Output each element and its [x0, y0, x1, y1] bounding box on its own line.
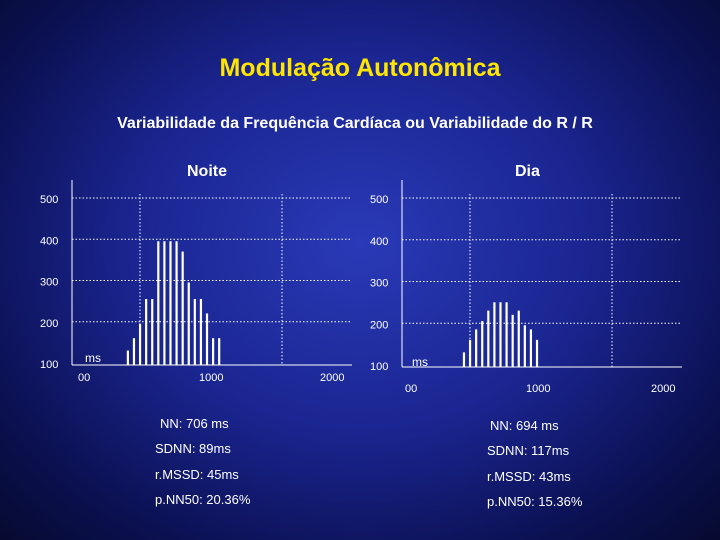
dia-bar	[511, 314, 514, 367]
dia-bar	[475, 329, 478, 367]
dia-x-tick-label: 2000	[651, 383, 675, 395]
chart-title-noite: Noite	[187, 163, 227, 180]
noite-bar	[151, 299, 154, 365]
dia-bar	[468, 339, 472, 367]
noite-bar	[205, 313, 209, 365]
dia-stat-pnn50: p.NN50: 15.36%	[487, 494, 583, 509]
dia-x-tick-label: 1000	[526, 383, 550, 395]
noite-bar	[132, 338, 136, 365]
dia-stat-rmssd: r.MSSD: 43ms	[487, 469, 571, 484]
noite-stat-sdnn: SDNN: 89ms	[155, 441, 231, 456]
noite-bar	[175, 241, 178, 365]
dia-bar	[462, 352, 466, 367]
noite-stat-pnn50: p.NN50: 20.36%	[155, 492, 251, 507]
dia-y-tick-label: 200	[370, 319, 388, 331]
dia-bar	[493, 302, 496, 367]
dia-bar	[535, 339, 539, 367]
dia-bar	[481, 321, 484, 367]
noite-bar	[157, 241, 160, 365]
slide-title: Modulação Autonômica	[219, 54, 501, 82]
noite-bar	[187, 282, 190, 365]
dia-bar	[487, 310, 490, 367]
dia-bar	[529, 329, 533, 367]
dia-bar	[499, 302, 502, 367]
noite-bar	[193, 299, 196, 365]
chart-title-dia: Dia	[515, 163, 540, 180]
noite-bar	[199, 299, 203, 365]
noite-y-tick-label: 200	[40, 318, 58, 330]
dia-y-tick-label: 300	[370, 278, 388, 290]
noite-bar	[212, 338, 215, 365]
noite-stat-rmssd: r.MSSD: 45ms	[155, 467, 239, 482]
noite-y-tick-label: 300	[40, 277, 58, 289]
noite-bar	[138, 323, 142, 365]
noite-x-tick-label: 00	[78, 372, 90, 384]
dia-stat-nn: NN: 694 ms	[490, 418, 559, 433]
noite-bar	[163, 241, 166, 365]
dia-bar	[523, 325, 526, 367]
noite-x-tick-label: 2000	[320, 372, 344, 384]
dia-stat-sdnn: SDNN: 117ms	[487, 443, 570, 458]
dia-y-tick-label: 400	[370, 236, 388, 248]
dia-bar	[505, 302, 508, 367]
noite-x-tick-label: 1000	[199, 372, 223, 384]
noite-bar	[169, 241, 172, 365]
noite-bar	[181, 251, 184, 365]
dia-y-tick-label: 100	[370, 361, 388, 373]
slide-subtitle: Variabilidade da Frequência Cardíaca ou …	[117, 115, 593, 132]
noite-y-tick-label: 400	[40, 235, 58, 247]
dia-x-tick-label: 00	[405, 383, 417, 395]
noite-bar	[126, 350, 129, 365]
noite-bar	[218, 338, 221, 365]
dia-bar	[517, 310, 520, 367]
dia-x-axis-label: ms	[412, 355, 428, 369]
noite-stat-nn: NN: 706 ms	[160, 416, 229, 431]
noite-bar	[145, 299, 148, 365]
noite-y-tick-label: 100	[40, 359, 58, 371]
noite-y-tick-label: 500	[40, 194, 58, 206]
noite-x-axis-label: ms	[85, 351, 101, 365]
dia-y-tick-label: 500	[370, 194, 388, 206]
